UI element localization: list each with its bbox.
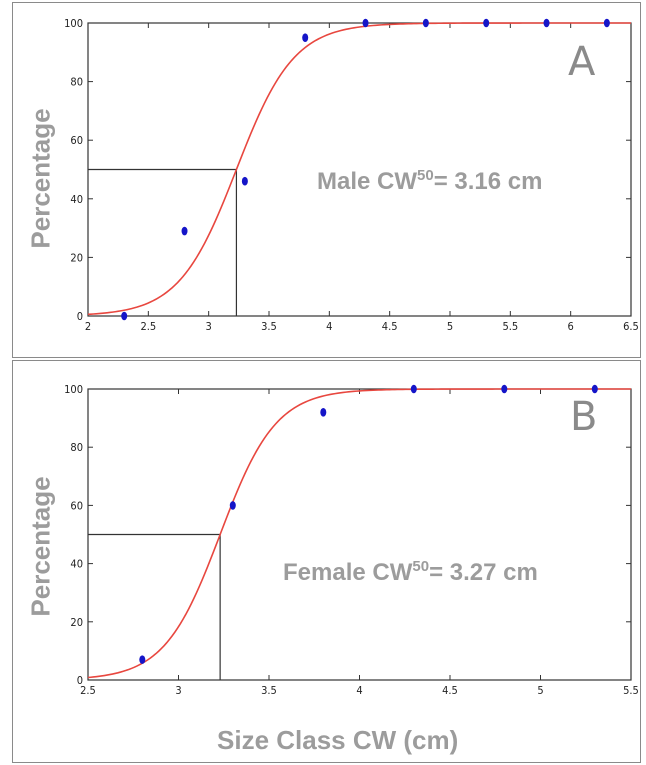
chart-b-annotation-sup: 50 [412,558,430,575]
chart-a-annotation-sup: 50 [417,167,434,184]
chart-a-data-point [181,226,188,236]
chart-b-annotation: Female CW50= 3.27 cm [283,558,538,587]
chart-b-panel-letter: B [570,394,598,440]
chart-a-y-axis-label: Percentage [25,108,56,249]
chart-b-data-point [591,384,598,394]
chart-a-x-tick-label: 3 [206,320,212,333]
chart-a-panel-letter: A [568,39,596,85]
chart-b-data-point [139,655,146,664]
chart-b-reference-line [88,533,221,680]
chart-b-y-tick-label: 0 [77,674,83,687]
chart-b-x-tick-label: 3 [175,684,181,697]
chart-a-annotation-suffix: = 3.16 cm [433,168,543,195]
chart-a-annotation: Male CW50= 3.16 cm [317,167,542,196]
chart-b-fitted-curve [87,388,631,679]
chart-a-data-point [422,18,429,28]
chart-a-x-tick-label: 4 [326,320,332,333]
chart-b-x-tick-label: 5 [537,684,543,697]
chart-b-y-axis-label: Percentage [25,476,56,617]
chart-b-x-tick-label: 5.5 [623,684,639,697]
chart-a-y-tick-label: 80 [70,76,83,89]
chart-a-x-tick-label: 6.5 [623,320,639,333]
chart-a-x-tick-label: 2 [85,320,91,333]
chart-b-annotation-suffix: = 3.27 cm [429,559,538,586]
chart-b-y-tick-label: 100 [64,383,83,396]
chart-a-x-tick-label: 4.5 [382,320,398,333]
chart-a-annotation-prefix: Male CW [317,168,418,195]
chart-b-y-tick-label: 20 [70,616,83,629]
chart-a-x-tick-label: 6 [568,320,574,333]
chart-a-y-tick-label: 40 [70,193,83,206]
chart-a-reference-line [88,168,238,316]
chart-b-x-tick-label: 2.5 [80,684,96,697]
chart-a-x-tick-label: 3.5 [261,320,277,333]
chart-b-y-tick-label: 40 [70,558,83,571]
chart-b-y-tick-label: 80 [70,441,83,454]
chart-b-x-tick-label: 3.5 [261,684,277,697]
chart-a-x-tick-label: 2.5 [140,320,156,333]
chart-b-data-point [229,501,236,510]
chart-b-x-tick-label: 4 [356,684,362,697]
chart-a-y-tick-label: 0 [77,310,83,323]
chart-a-y-tick-label: 60 [70,134,83,147]
chart-panel-a: 2 2.5 3 3.5 4 4.5 5 5.5 6 6.5 0 20 40 60 80 100 Percent… [12,2,641,358]
chart-b-data-point [410,384,417,394]
chart-b-x-axis-label: Size Class CW (cm) [217,725,459,755]
chart-a-data-point [241,176,248,186]
chart-a-data-point [603,18,610,28]
chart-b-x-tick-label: 4.5 [442,684,458,697]
chart-b-data-point [501,384,508,394]
chart-b-annotation-prefix: Female CW [283,559,413,586]
chart-a-plot: 2 2.5 3 3.5 4 4.5 5 5.5 6 6.5 0 20 40 60 80 100 [64,17,639,333]
chart-a-data-point [362,18,369,28]
chart-a-y-tick-label: 20 [70,251,83,264]
chart-a-data-point [302,33,309,42]
chart-a-fitted-curve [87,22,631,316]
chart-b-plot: 2.5 3 3.5 4 4.5 5 5.5 0 20 40 60 80 100 [64,383,639,697]
chart-a-y-tick-label: 100 [64,17,83,30]
chart-a-x-tick-label: 5 [447,320,453,333]
chart-a-data-point [543,18,550,28]
chart-panel-b: 2.5 3 3.5 4 4.5 5 5.5 0 20 40 60 80 100 Percentage B… [12,360,641,763]
chart-b-data-point [320,407,327,417]
chart-b-y-tick-label: 60 [70,499,83,512]
chart-a-data-point [483,18,490,28]
chart-a-x-tick-label: 5.5 [502,320,518,333]
chart-a-data-point [121,311,128,321]
